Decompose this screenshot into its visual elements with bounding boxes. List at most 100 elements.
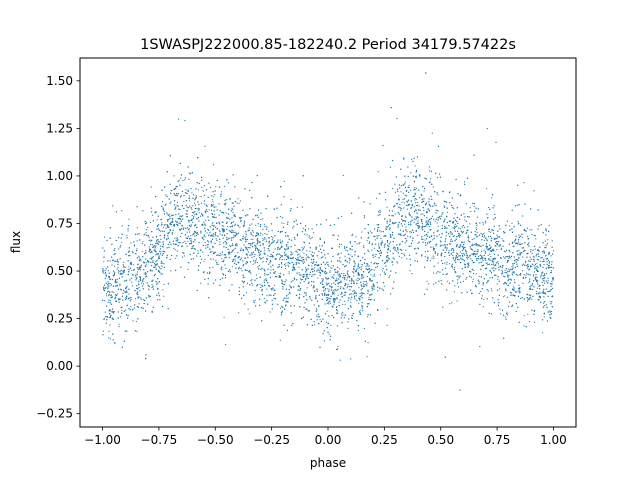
data-point [293, 225, 295, 227]
data-point [133, 307, 135, 309]
data-point [114, 265, 116, 267]
data-point [370, 262, 372, 264]
data-point [326, 282, 328, 284]
data-point [499, 244, 501, 246]
data-point [213, 246, 215, 248]
data-point [340, 291, 343, 294]
data-point [339, 359, 341, 361]
data-point [333, 304, 335, 306]
data-point [285, 279, 287, 281]
data-point [111, 317, 113, 319]
data-point [262, 256, 264, 258]
data-point [220, 195, 222, 197]
data-point [247, 308, 249, 310]
data-point [285, 249, 287, 251]
data-point [154, 248, 156, 250]
data-point [525, 265, 528, 267]
data-point [102, 334, 104, 336]
data-point [167, 220, 169, 222]
data-point [309, 298, 311, 300]
data-point [312, 274, 314, 276]
data-point [486, 128, 488, 130]
data-point [394, 213, 396, 215]
data-point [116, 295, 118, 297]
data-point [327, 261, 329, 263]
data-point [109, 260, 111, 262]
data-point [376, 224, 378, 226]
data-point [341, 215, 343, 217]
data-point [127, 268, 129, 270]
data-point [548, 253, 550, 255]
data-point [371, 286, 373, 288]
data-point [496, 234, 498, 236]
data-point [246, 255, 248, 257]
data-point [374, 228, 376, 230]
data-point [281, 263, 283, 265]
data-point [382, 270, 384, 272]
data-point [454, 223, 456, 225]
data-point [360, 277, 362, 279]
data-point [502, 230, 505, 233]
data-point [486, 262, 488, 264]
data-point [151, 239, 153, 241]
data-point [444, 207, 446, 209]
data-point [458, 227, 460, 229]
data-point [537, 270, 540, 272]
data-point [225, 212, 227, 214]
data-point [427, 258, 429, 260]
data-point [344, 246, 346, 248]
data-point [117, 293, 119, 295]
data-point [314, 324, 316, 326]
data-point [494, 253, 496, 255]
data-point [102, 330, 104, 332]
data-point [252, 246, 254, 248]
data-point [104, 270, 106, 272]
data-point [268, 230, 270, 232]
data-point [515, 235, 517, 237]
data-point [281, 282, 283, 284]
data-point [297, 254, 299, 256]
data-point [403, 198, 405, 200]
data-point [245, 235, 247, 237]
data-point [445, 245, 447, 247]
data-point [329, 270, 331, 272]
data-point [161, 201, 164, 203]
data-point [287, 297, 289, 299]
data-point [528, 242, 530, 244]
data-point [511, 222, 513, 224]
data-point [130, 267, 132, 269]
data-point [139, 290, 141, 292]
data-point [403, 220, 405, 222]
data-point [266, 295, 268, 297]
data-point [296, 206, 298, 208]
data-point [128, 269, 130, 271]
data-point [353, 280, 355, 283]
data-point [122, 264, 124, 266]
data-point [279, 276, 281, 279]
data-point [494, 274, 496, 276]
data-point [458, 233, 460, 235]
data-point [262, 261, 264, 263]
data-point [212, 164, 215, 166]
data-point [224, 264, 226, 266]
data-point [478, 275, 480, 277]
data-point [454, 285, 456, 287]
data-point [103, 288, 105, 290]
data-point [527, 260, 530, 262]
data-point [128, 293, 130, 295]
data-point [160, 238, 162, 240]
data-point [327, 294, 329, 296]
data-point [480, 268, 482, 271]
data-point [212, 258, 214, 260]
data-point [526, 272, 528, 274]
data-point [511, 273, 513, 275]
data-point [188, 195, 190, 197]
data-point [355, 295, 357, 297]
data-point [309, 250, 311, 252]
data-point [459, 228, 461, 230]
data-point [200, 176, 203, 178]
data-point [284, 308, 286, 310]
data-point [469, 207, 471, 209]
data-point [411, 158, 413, 160]
data-point [527, 243, 529, 245]
